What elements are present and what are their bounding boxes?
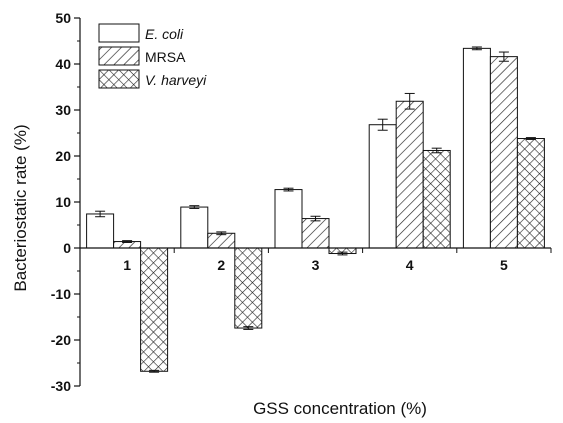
bars-layer [86,47,545,372]
bar-series2-cat4 [395,100,424,249]
y-tick-label: 0 [63,240,71,256]
y-axis-title: Bacteriostatic rate (%) [11,124,30,291]
error-bar-series1-cat2 [189,205,200,209]
x-tick-label: 3 [312,257,320,273]
x-axis-title: GSS concentration (%) [253,399,427,418]
legend-label: E. coli [145,26,184,42]
bar-series1-cat3 [274,189,303,249]
error-bar-series2-cat2 [216,231,227,236]
bar-series1-cat1 [86,213,115,249]
error-bar-series3-cat1 [149,369,160,373]
y-tick-label: 40 [55,56,71,72]
bar-series1-cat2 [180,206,209,249]
error-bar-series1-cat1 [95,210,106,218]
error-bar-series3-cat2 [243,326,254,330]
legend-item-2: MRSA [98,46,186,66]
error-bar-series2-cat3 [310,215,321,222]
bar-series2-cat3 [301,218,330,249]
error-bar-series2-cat1 [122,240,133,243]
error-bar-series1-cat5 [471,46,482,51]
bar-series1-cat5 [462,47,491,249]
legend-swatch [98,69,140,89]
x-tick-label: 4 [406,257,414,273]
error-bar-series1-cat4 [377,118,388,131]
legend-swatch [98,46,140,66]
y-tick-label: 50 [55,10,71,26]
error-bar-series2-cat5 [498,51,509,62]
bar-series2-cat2 [207,232,236,249]
error-bar-series3-cat3 [337,251,348,256]
legend-item-1: E. coli [98,23,184,43]
x-tick-label: 5 [500,257,508,273]
legend: E. coli MRSA V. harveyi [98,23,207,89]
bar-series3-cat2 [234,247,263,329]
error-bar-series3-cat4 [431,147,442,154]
x-tick-label: 1 [123,257,131,273]
legend-label: V. harveyi [145,72,207,88]
legend-label: MRSA [145,49,186,65]
bar-series3-cat4 [422,149,451,249]
y-tick-label: -30 [51,378,71,394]
y-tick-label: 30 [55,102,71,118]
legend-swatch [98,23,140,43]
error-bar-series1-cat3 [283,187,294,192]
legend-item-3: V. harveyi [98,69,207,89]
y-tick-label: 10 [55,194,71,210]
bar-series3-cat1 [140,247,169,372]
y-tick-label: 20 [55,148,71,164]
y-tick-label: -20 [51,332,71,348]
bar-series1-cat4 [368,124,397,249]
x-tick-label: 2 [217,257,225,273]
error-bar-series3-cat5 [525,137,536,140]
y-tick-label: -10 [51,286,71,302]
bar-series2-cat5 [489,56,518,249]
axes-layer: -30 -20 -10 0 10 20 30 40 50 1 2 3 4 5 [51,10,552,394]
error-bar-series2-cat4 [404,92,415,110]
error-bars-layer [95,46,536,373]
bar-series3-cat5 [516,138,545,249]
